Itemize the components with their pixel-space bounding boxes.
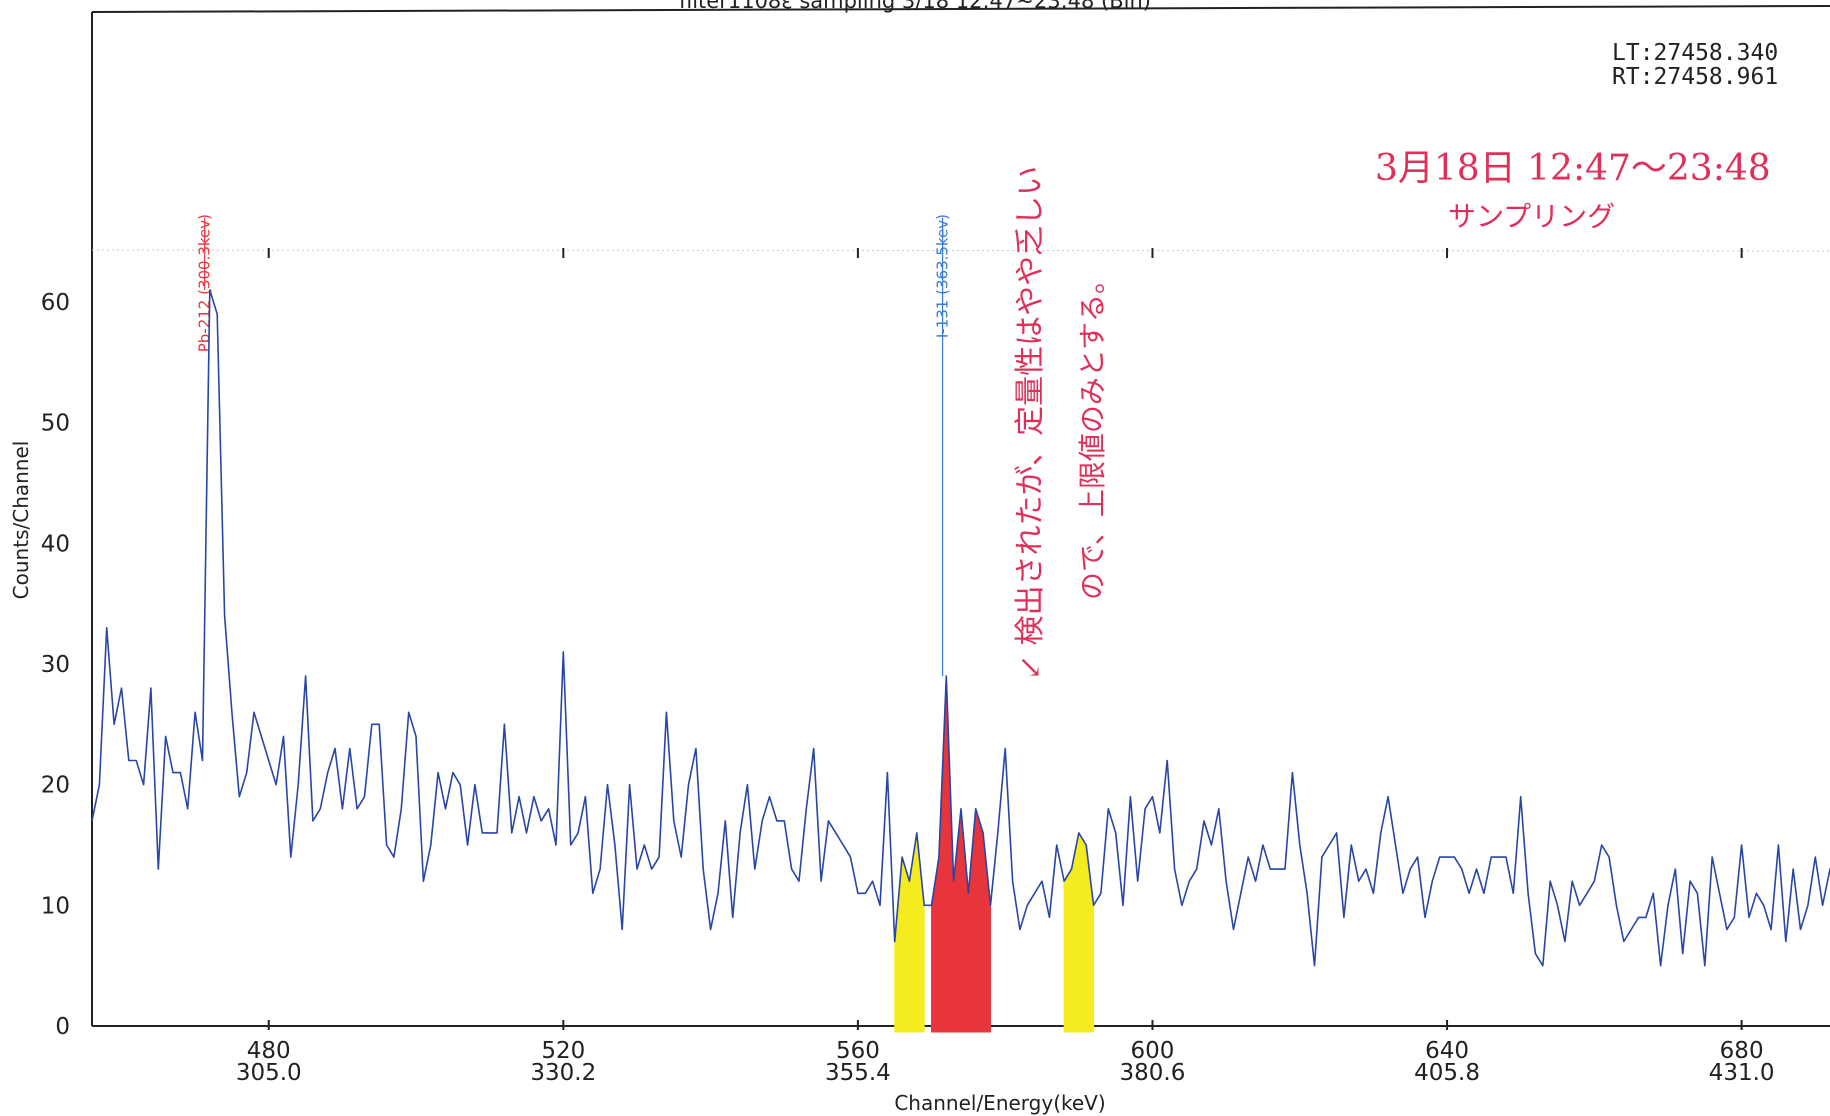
handwritten-date-note: 3月18日 12:47～23:48 xyxy=(1375,148,1771,189)
x-tick-channel-600: 600 xyxy=(1131,1038,1175,1064)
x-axis-label: Channel/Energy(keV) xyxy=(894,1091,1105,1115)
x-tick-channel-560: 560 xyxy=(836,1038,880,1064)
x-tick-energy-600: 380.6 xyxy=(1120,1060,1186,1086)
y-tick-label-60: 60 xyxy=(41,290,70,316)
handwritten-detection-note: ↙ 検出されたが、定量性はやや乏しい xyxy=(1013,166,1048,680)
y-tick-label-30: 30 xyxy=(41,652,70,678)
y-tick-label-50: 50 xyxy=(41,411,70,437)
x-tick-energy-560: 355.4 xyxy=(825,1060,891,1086)
handwritten-limit-note: ので、上限値のみとする。 xyxy=(1076,266,1109,600)
peak-label-0: Pb-212 (300.3kev) xyxy=(196,214,214,352)
x-tick-channel-640: 640 xyxy=(1425,1038,1469,1064)
x-tick-channel-480: 480 xyxy=(247,1038,291,1064)
x-tick-channel-680: 680 xyxy=(1720,1038,1764,1064)
x-tick-energy-640: 405.8 xyxy=(1414,1060,1480,1086)
roi-regions xyxy=(894,676,1095,1033)
spectrum-line xyxy=(91,289,1830,967)
x-tick-energy-480: 305.0 xyxy=(236,1060,302,1086)
plot-top-border xyxy=(91,5,1830,13)
limit-line xyxy=(91,249,1830,252)
chart-title: filter1108ε sampling 3/18 12:47~23:48 (B… xyxy=(679,0,1151,13)
x-tick-energy-680: 431.0 xyxy=(1709,1060,1775,1086)
handwritten-sampling-note: サンプリング xyxy=(1448,200,1615,233)
roi-region-1 xyxy=(931,676,991,1033)
live-time-text: LT:27458.340 xyxy=(1612,40,1778,66)
y-tick-label-40: 40 xyxy=(41,531,70,557)
x-tick-energy-520: 330.2 xyxy=(530,1060,596,1086)
y-tick-label-10: 10 xyxy=(41,893,70,919)
y-tick-label-20: 20 xyxy=(41,773,70,799)
y-axis-label: Counts/Channel xyxy=(9,441,33,600)
peak-label-1: I-131 (363.5kev) xyxy=(934,214,952,338)
y-tick-label-0: 0 xyxy=(55,1014,70,1040)
real-time-text: RT:27458.961 xyxy=(1612,64,1778,90)
x-tick-channel-520: 520 xyxy=(541,1038,585,1064)
y-ticks: 0 10 20 30 40 50 60 xyxy=(41,290,70,1040)
peak-markers: Pb-212 (300.3kev) I-131 (363.5kev) xyxy=(196,214,952,677)
